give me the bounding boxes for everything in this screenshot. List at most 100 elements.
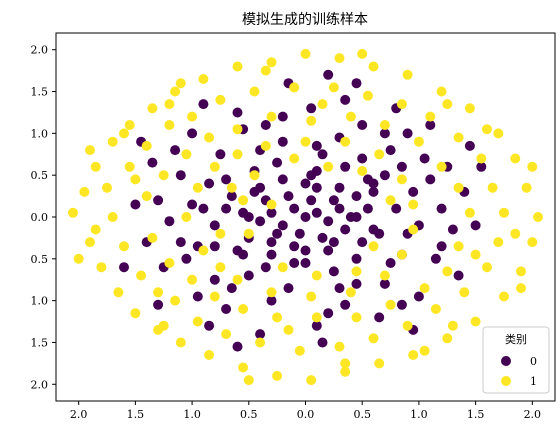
point-class-1-32 bbox=[499, 291, 509, 302]
point-class-1-88 bbox=[379, 120, 390, 130]
point-class-1-148 bbox=[419, 345, 430, 356]
point-class-0-8 bbox=[266, 207, 277, 218]
point-class-0-57 bbox=[187, 199, 198, 210]
point-class-1-80 bbox=[232, 124, 243, 135]
point-class-0-42 bbox=[357, 153, 368, 164]
point-class-1-103 bbox=[232, 274, 243, 285]
point-class-1-63 bbox=[430, 304, 441, 314]
point-class-0-105 bbox=[368, 224, 379, 235]
point-class-0-72 bbox=[402, 128, 413, 139]
point-class-1-114 bbox=[408, 199, 419, 210]
point-class-0-62 bbox=[425, 174, 436, 185]
point-class-0-98 bbox=[232, 341, 243, 352]
point-class-1-50 bbox=[215, 94, 226, 105]
point-class-1-138 bbox=[357, 48, 368, 59]
point-class-0-128 bbox=[464, 140, 475, 151]
point-class-0-15 bbox=[311, 182, 322, 193]
point-class-0-123 bbox=[260, 120, 271, 130]
point-class-0-46 bbox=[311, 140, 322, 151]
point-class-0-97 bbox=[323, 69, 334, 80]
point-class-1-113 bbox=[396, 249, 407, 260]
point-class-0-116 bbox=[198, 203, 209, 214]
point-class-1-38 bbox=[73, 253, 84, 264]
point-class-0-49 bbox=[204, 178, 215, 189]
y-tick-label: 1.5 bbox=[31, 86, 49, 99]
y-tick-label: 1.5 bbox=[31, 336, 49, 349]
point-class-0-6 bbox=[294, 228, 305, 239]
point-class-0-82 bbox=[374, 312, 385, 323]
point-class-1-95 bbox=[453, 241, 464, 252]
point-class-0-47 bbox=[283, 283, 294, 294]
point-class-1-146 bbox=[317, 99, 328, 110]
point-class-0-102 bbox=[153, 299, 164, 310]
point-class-1-20 bbox=[306, 375, 317, 386]
point-class-1-26 bbox=[408, 350, 419, 360]
point-class-1-111 bbox=[379, 270, 390, 281]
point-class-0-2 bbox=[289, 203, 300, 214]
point-class-0-0 bbox=[300, 212, 311, 222]
point-class-1-108 bbox=[340, 136, 351, 147]
point-class-1-35 bbox=[521, 182, 532, 193]
point-class-1-90 bbox=[413, 136, 424, 147]
point-class-0-38 bbox=[226, 191, 237, 202]
point-class-0-79 bbox=[153, 195, 164, 206]
legend-box bbox=[482, 326, 550, 394]
point-class-0-50 bbox=[351, 278, 362, 289]
point-class-0-132 bbox=[368, 186, 379, 197]
point-class-0-40 bbox=[379, 170, 390, 181]
point-class-1-96 bbox=[464, 207, 475, 218]
point-class-1-149 bbox=[266, 199, 277, 210]
point-class-0-138 bbox=[306, 170, 317, 181]
point-class-1-11 bbox=[170, 86, 181, 97]
point-class-1-56 bbox=[328, 82, 339, 93]
point-class-1-45 bbox=[153, 287, 164, 298]
point-class-1-78 bbox=[204, 132, 215, 143]
point-class-1-29 bbox=[464, 103, 475, 114]
x-tick-label: 2.0 bbox=[524, 408, 542, 421]
point-class-0-126 bbox=[379, 128, 390, 139]
y-tick-label: 1.0 bbox=[31, 127, 49, 140]
point-class-0-52 bbox=[408, 186, 419, 197]
legend-marker-0 bbox=[501, 356, 511, 366]
point-class-0-26 bbox=[277, 174, 288, 185]
point-class-0-68 bbox=[323, 308, 334, 319]
point-class-1-12 bbox=[175, 337, 186, 348]
point-class-1-60 bbox=[396, 99, 407, 110]
point-class-1-130 bbox=[482, 124, 492, 135]
point-class-1-131 bbox=[90, 224, 101, 235]
point-class-1-13 bbox=[198, 74, 209, 84]
y-tick-label: 0.0 bbox=[31, 211, 49, 224]
point-class-1-97 bbox=[181, 212, 192, 222]
point-class-1-53 bbox=[255, 337, 266, 348]
point-class-0-136 bbox=[351, 212, 362, 222]
point-class-1-98 bbox=[192, 182, 203, 193]
point-class-0-120 bbox=[419, 153, 430, 164]
point-class-0-124 bbox=[436, 241, 447, 252]
point-class-1-125 bbox=[289, 153, 300, 164]
point-class-1-85 bbox=[311, 312, 322, 323]
point-class-0-122 bbox=[340, 299, 351, 310]
x-tick-label: 1.5 bbox=[467, 408, 485, 421]
point-class-1-59 bbox=[368, 333, 379, 344]
point-class-1-102 bbox=[232, 149, 243, 160]
point-class-0-115 bbox=[334, 283, 345, 294]
point-class-1-128 bbox=[215, 228, 226, 239]
chart-title: 模拟生成的训练样本 bbox=[242, 12, 368, 28]
point-class-1-44 bbox=[141, 140, 152, 151]
point-class-1-107 bbox=[306, 291, 317, 302]
point-class-0-16 bbox=[289, 241, 300, 252]
point-class-1-139 bbox=[260, 65, 271, 76]
point-class-0-134 bbox=[328, 237, 339, 248]
point-class-1-57 bbox=[334, 341, 345, 352]
point-class-0-92 bbox=[470, 220, 481, 231]
point-class-0-13 bbox=[340, 224, 351, 235]
point-class-1-124 bbox=[351, 266, 362, 277]
point-class-0-108 bbox=[272, 157, 283, 168]
point-class-1-8 bbox=[130, 308, 141, 319]
point-class-1-37 bbox=[533, 212, 543, 222]
point-class-1-122 bbox=[368, 241, 379, 252]
legend-label-0: 0 bbox=[530, 355, 537, 368]
point-class-1-67 bbox=[482, 262, 492, 273]
point-class-1-14 bbox=[204, 350, 215, 360]
point-class-0-9 bbox=[317, 232, 328, 243]
